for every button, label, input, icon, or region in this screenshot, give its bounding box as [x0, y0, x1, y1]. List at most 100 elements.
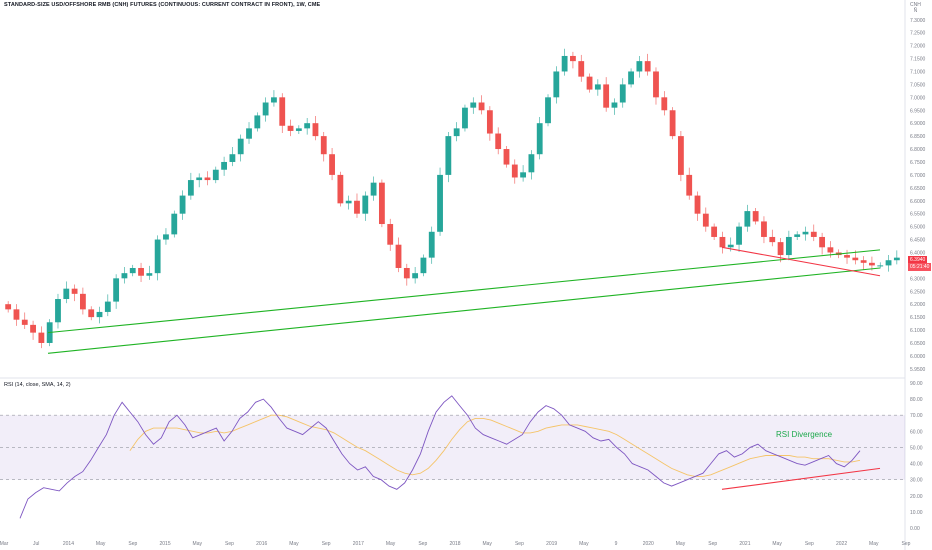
candle-body [88, 309, 95, 318]
candle-body [893, 257, 900, 261]
price-tick-label: 6.7500 [910, 160, 926, 166]
candle-body [146, 273, 153, 276]
candle-body [221, 161, 228, 170]
time-tick-label: 2019 [546, 541, 557, 547]
price-tick-label: 6.9000 [910, 121, 926, 127]
candle-body [395, 244, 402, 268]
candle-body [113, 278, 120, 302]
chart-title: STANDARD-SIZE USD/OFFSHORE RMB (CNH) FUT… [4, 2, 321, 8]
time-tick-label: Sep [225, 541, 234, 547]
rsi-tick-label: 70.00 [910, 413, 923, 419]
candle-body [545, 97, 551, 124]
price-tick-label: 6.6000 [910, 199, 926, 205]
price-tick-label: 6.6500 [910, 186, 926, 192]
rsi-tick-label: 90.00 [910, 381, 923, 387]
price-tick-label: 6.5500 [910, 212, 926, 218]
candle-body [528, 154, 535, 173]
price-trendline-green [47, 249, 881, 334]
price-tick-label: 6.4500 [910, 238, 926, 244]
price-trendline-green [47, 267, 881, 354]
price-tick-label: 6.4000 [910, 250, 926, 256]
candle-body [769, 236, 776, 243]
price-tick-label: 6.2000 [910, 302, 926, 308]
candle-body [387, 224, 394, 245]
candle-body [644, 61, 651, 72]
candle-body [736, 226, 742, 245]
candle-body [594, 84, 601, 90]
candle-body [420, 257, 427, 274]
candle-body [412, 273, 419, 279]
candle-body [445, 136, 452, 175]
candle-body [511, 164, 518, 178]
candle-body [486, 110, 493, 134]
candle-body [38, 332, 45, 343]
time-tick-label: Sep [515, 541, 524, 547]
rsi-tick-label: 60.00 [910, 429, 923, 435]
candle-body [478, 102, 485, 111]
candle-body [295, 128, 302, 131]
candle-body [711, 226, 718, 237]
candle-body [495, 133, 502, 150]
time-tick-label: 2022 [836, 541, 847, 547]
candle-body [603, 84, 610, 108]
candle-body [686, 174, 693, 196]
candle-body [553, 71, 560, 98]
rsi-tick-label: 50.00 [910, 445, 923, 451]
candle-body [237, 138, 244, 155]
candle-body [810, 231, 817, 237]
time-tick-label: May [96, 541, 106, 547]
price-tick-label: 6.1000 [910, 328, 926, 334]
time-tick-label: May [869, 541, 879, 547]
candle-body [79, 293, 86, 310]
time-tick-label: May [482, 541, 492, 547]
candle-body [877, 265, 884, 267]
time-tick-label: Mar [0, 541, 9, 547]
candle-body [852, 257, 859, 261]
time-tick-label: May [289, 541, 299, 547]
time-tick-label: May [386, 541, 396, 547]
candle-body [661, 97, 668, 111]
candle-body [354, 200, 360, 214]
candle-body [345, 200, 352, 204]
time-tick-label: Sep [805, 541, 814, 547]
candle-body [702, 213, 709, 227]
rsi-tick-label: 80.00 [910, 397, 923, 403]
candle-body [312, 123, 319, 137]
last-price-badge: 6.3940 [908, 256, 928, 264]
candle-body [204, 177, 211, 181]
candle-body [677, 136, 684, 175]
price-tick-label: 6.3000 [910, 276, 926, 282]
candle-body [885, 260, 892, 266]
candle-body [370, 182, 377, 196]
price-tick-label: 6.2500 [910, 289, 926, 295]
price-tick-label: 7.0000 [910, 95, 926, 101]
candle-body [129, 267, 136, 274]
candle-body [154, 239, 161, 274]
candle-body [378, 182, 385, 225]
candle-body [279, 97, 286, 126]
candle-body [212, 169, 219, 181]
candle-body [5, 304, 12, 310]
candle-body [428, 231, 435, 258]
candle-body [403, 267, 410, 279]
time-tick-label: Sep [708, 541, 717, 547]
candle-body [578, 61, 585, 77]
candle-body [794, 234, 801, 237]
candle-body [744, 211, 751, 227]
price-tick-label: 7.2500 [910, 31, 926, 37]
time-tick-label: 9 [615, 541, 618, 547]
candle-body [669, 110, 676, 137]
candle-body [13, 309, 20, 320]
rsi-ma-line [129, 414, 861, 477]
price-tick-label: 6.8500 [910, 134, 926, 140]
candle-body [819, 236, 826, 248]
candle-body [869, 262, 875, 266]
candle-body [761, 221, 767, 237]
candle-body [329, 154, 335, 175]
candle-body [179, 195, 186, 214]
time-tick-label: 2021 [739, 541, 750, 547]
candle-body [104, 301, 111, 312]
candle-body [187, 180, 194, 196]
candle-body [246, 128, 252, 139]
